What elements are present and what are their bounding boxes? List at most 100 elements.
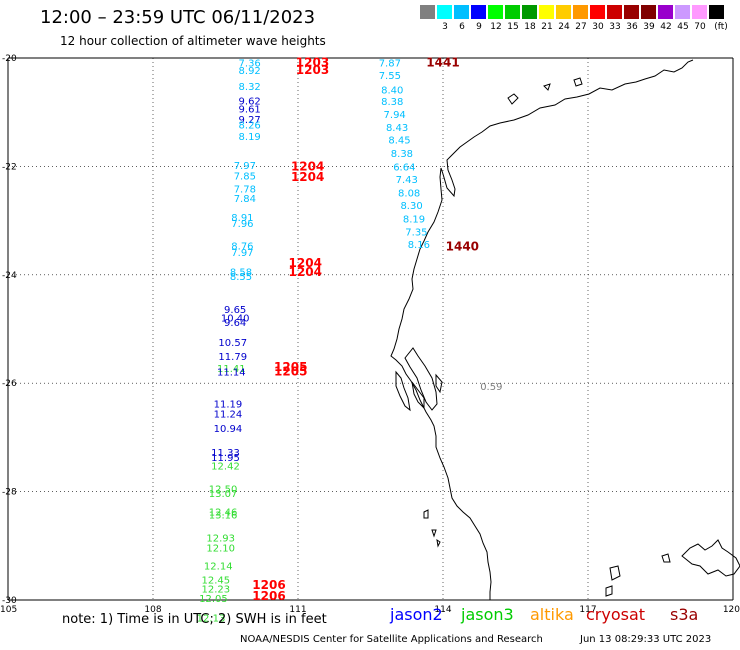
swh-value: 8.38 <box>381 97 403 108</box>
swh-value: 12.46 <box>209 508 238 519</box>
colorbar-swatch <box>505 5 521 19</box>
swh-value: 11.14 <box>217 367 246 378</box>
swh-value: 12.14 <box>204 561 233 572</box>
pass-time-label: 1203 <box>296 55 329 69</box>
mission-jason3: jason3 <box>461 605 514 624</box>
pass-time-label: 1205 <box>274 364 307 378</box>
lon-tick-label: 120 <box>723 605 740 615</box>
swh-value: 12.50 <box>209 484 238 495</box>
colorbar-label: 39 <box>643 22 655 32</box>
swh-value: 7.96 <box>231 219 253 230</box>
swh-value: 11.19 <box>214 399 243 410</box>
colorbar-label: 12 <box>490 22 502 32</box>
coastline-island-6 <box>436 538 441 548</box>
swh-value: 6.64 <box>393 162 415 173</box>
colorbar-swatch <box>488 5 504 19</box>
pass-time-label: 1204 <box>291 170 324 184</box>
swh-value: 8.55 <box>230 272 252 283</box>
colorbar-swatch <box>658 5 674 19</box>
colorbar-swatch <box>522 5 538 19</box>
swh-value: 8.19 <box>239 132 261 143</box>
coastline-island-4 <box>423 509 429 519</box>
pass-time-label: 1206 <box>252 578 285 592</box>
pass-time-label: 1440 <box>446 240 479 254</box>
swh-value: 12.10 <box>206 543 235 554</box>
colorbar-swatch <box>420 5 436 19</box>
lat-tick-label: -28 <box>2 488 17 498</box>
swh-value: 9.64 <box>224 318 246 329</box>
colorbar-swatch <box>641 5 657 19</box>
colorbar-swatch <box>607 5 623 19</box>
coastline-island-5 <box>431 529 437 538</box>
coastline-east-island-3 <box>661 553 671 563</box>
lon-tick-label: 105 <box>0 605 17 615</box>
coastline-east-island-1 <box>609 565 621 581</box>
swh-value: 12.13 <box>197 613 226 624</box>
coastline-island-1 <box>507 93 519 105</box>
swh-value: 7.84 <box>234 194 256 205</box>
swh-value: 11.24 <box>214 410 243 421</box>
colorbar-label: 6 <box>459 22 465 32</box>
swh-value: 8.16 <box>408 240 430 251</box>
colorbar-swatch <box>709 5 725 19</box>
pass-time-label: 1204 <box>289 256 322 270</box>
colorbar-swatch <box>471 5 487 19</box>
swh-value: 8.19 <box>403 214 425 225</box>
coastline-peron <box>435 373 443 394</box>
coastline <box>390 59 740 600</box>
colorbar-label: 9 <box>476 22 482 32</box>
map-title: 12:00 – 23:59 UTC 06/11/2023 <box>40 7 316 28</box>
swh-value: 8.26 <box>239 121 261 132</box>
lat-tick-label: -20 <box>2 54 17 64</box>
lon-tick-label: 114 <box>434 605 451 615</box>
axis-labels: 105 108 111 114 117 120 -20 -22 -24 -26 -28 -30 <box>0 54 740 615</box>
coastline-island-2 <box>573 77 583 87</box>
colorbar-swatch <box>454 5 470 19</box>
colorbar-label: 18 <box>524 22 536 32</box>
coastline-east-island-2 <box>605 585 613 597</box>
swh-value: 7.94 <box>384 110 406 121</box>
swh-value: 7.36 <box>239 58 261 69</box>
swh-value: 9.62 <box>239 96 261 107</box>
swh-value: 8.38 <box>391 149 413 160</box>
swh-value: 7.85 <box>234 172 256 183</box>
swh-value: 10.40 <box>221 314 250 325</box>
swh-value: 11.41 <box>217 364 246 375</box>
colorbar-label: 24 <box>558 22 570 32</box>
swh-value: 8.40 <box>381 85 403 96</box>
coastline-mainland <box>390 59 694 600</box>
colorbar-unit: (ft) <box>714 22 728 32</box>
swh-value: 9.65 <box>224 305 246 316</box>
colorbar-swatch <box>590 5 606 19</box>
swh-value: 8.58 <box>230 268 252 279</box>
swh-value: 13.16 <box>209 510 238 521</box>
footer-note: note: 1) Time is in UTC; 2) SWH is in fe… <box>62 612 327 627</box>
lat-tick-label: -30 <box>2 596 17 606</box>
pass-time-labels: 1203120312041204120412041205120512061206… <box>252 55 479 603</box>
pass-time-label: 1203 <box>296 63 329 77</box>
swh-value: 12.05 <box>199 594 228 605</box>
swh-value: 12.93 <box>206 534 235 545</box>
swh-value: 7.97 <box>231 248 253 259</box>
coastline-dirk-hartog <box>395 370 411 412</box>
credit-text: NOAA/NESDIS Center for Satellite Applica… <box>240 634 543 645</box>
mission-cryosat: cryosat <box>586 605 646 624</box>
coastline-east-land <box>681 539 740 577</box>
swh-value: 10.57 <box>218 338 247 349</box>
colorbar-swatch <box>539 5 555 19</box>
swh-value: 7.97 <box>234 161 256 172</box>
colorbar-swatch <box>675 5 691 19</box>
colorbar-label: 36 <box>626 22 638 32</box>
swh-value: 9.27 <box>239 115 261 126</box>
swh-value: 0.59 <box>480 382 502 393</box>
swh-value: 8.76 <box>231 242 253 253</box>
swh-value: 8.91 <box>231 213 253 224</box>
swh-value: 9.61 <box>239 104 261 115</box>
swh-value: 8.08 <box>398 188 420 199</box>
pass-time-label: 1204 <box>289 265 322 279</box>
swh-value: 7.55 <box>379 71 401 82</box>
colorbar-swatch <box>624 5 640 19</box>
map-grid <box>7 57 734 601</box>
colorbar-label: 45 <box>677 22 689 32</box>
